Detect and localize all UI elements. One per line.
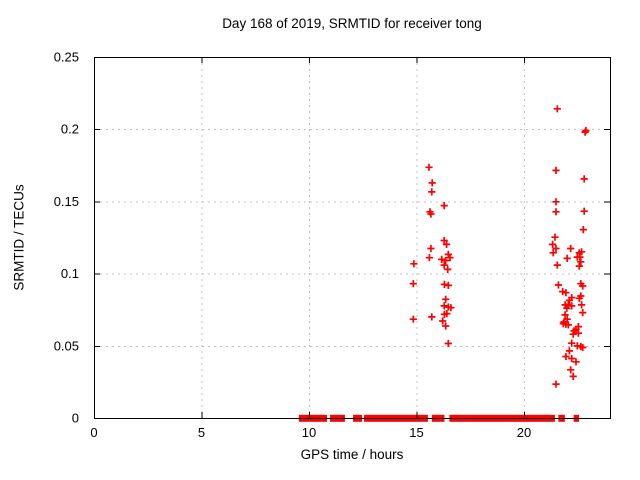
x-tick-label: 5 <box>198 425 205 440</box>
x-tick-label: 20 <box>517 425 531 440</box>
y-tick-label: 0.25 <box>54 50 79 65</box>
y-tick-label: 0.05 <box>54 338 79 353</box>
scatter-plus-markers <box>409 105 590 388</box>
x-tick-label: 0 <box>90 425 97 440</box>
y-tick-label: 0 <box>72 411 79 426</box>
x-tick-label: 15 <box>409 425 423 440</box>
y-tick-label: 0.2 <box>61 122 79 137</box>
x-tick-label: 10 <box>302 425 316 440</box>
y-tick-label: 0.1 <box>61 266 79 281</box>
chart-title: Day 168 of 2019, SRMTID for receiver ton… <box>222 16 482 31</box>
plot-border <box>94 57 611 419</box>
y-tick-label: 0.15 <box>54 194 79 209</box>
x-axis-label: GPS time / hours <box>300 447 404 462</box>
